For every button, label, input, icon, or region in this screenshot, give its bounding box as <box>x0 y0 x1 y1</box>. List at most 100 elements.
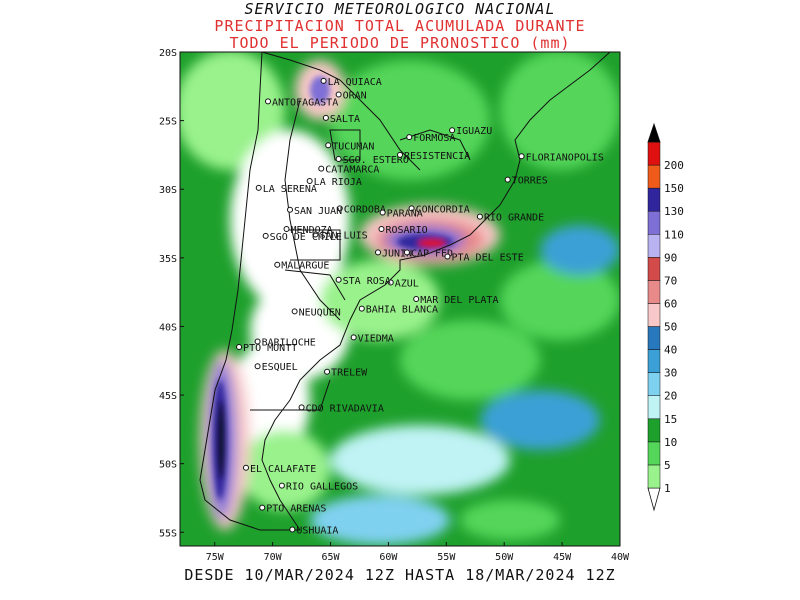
city-label: SAN LUIS <box>319 231 367 242</box>
city-marker <box>289 526 296 533</box>
agency-title: SERVICIO METEOROLOGICO NACIONAL <box>244 0 556 18</box>
city-label: AZUL <box>395 279 419 290</box>
map-title-line1: PRECIPITACION TOTAL ACUMULADA DURANTE <box>214 17 586 35</box>
lat-tick-label: 30S <box>159 185 177 196</box>
city-label: NEUQUEN <box>299 307 341 318</box>
colorbar-swatch <box>647 418 661 443</box>
colorbar-swatch <box>647 257 661 281</box>
colorbar-swatch <box>647 441 661 466</box>
colorbar-high-arrow <box>647 122 661 143</box>
city-marker <box>322 114 329 121</box>
city-label: MENDOZA <box>291 225 333 236</box>
city-markers: ANTOFAGASTA LA QUIACA ORAN SALTA TUCUMAN SGO.… <box>236 77 604 537</box>
city-marker <box>298 404 305 411</box>
city-marker <box>518 153 525 160</box>
city-label: PTA DEL ESTE <box>451 252 523 263</box>
lat-tick-label: 25S <box>159 117 177 128</box>
city-marker <box>283 226 290 233</box>
colorbar-level-label: 1 <box>664 482 671 495</box>
city-label: PARANA <box>387 209 423 220</box>
city-marker <box>262 232 269 239</box>
city-marker <box>254 338 261 345</box>
city-label: ESQUEL <box>262 362 298 373</box>
city-label: MAR DEL PLATA <box>420 295 498 306</box>
city-label: SALTA <box>330 114 360 125</box>
city-label: FLORIANOPOLIS <box>526 152 604 163</box>
colorbar-level-label: 130 <box>664 205 684 218</box>
city-label: SGO DE CHILE <box>270 232 342 243</box>
city-label: RESISTENCIA <box>404 151 470 162</box>
colorbar-level-label: 20 <box>664 390 677 403</box>
city-label: ANTOFAGASTA <box>272 97 338 108</box>
colorbar-level-label: 110 <box>664 228 684 241</box>
city-marker <box>387 279 394 286</box>
city-marker <box>406 134 413 141</box>
lon-tick-label: 70W <box>264 552 283 563</box>
city-marker <box>350 334 357 341</box>
city-marker <box>449 127 456 134</box>
colorbar-level-label: 200 <box>664 159 684 172</box>
colorbar-swatch <box>647 187 661 212</box>
city-marker <box>255 184 262 191</box>
city-label: LA RIOJA <box>314 177 362 188</box>
city-label: CONCORDIA <box>416 204 470 215</box>
lon-tick-label: 60W <box>379 552 398 563</box>
city-label: PTO MONTT <box>243 343 297 354</box>
colorbar-level-label: 90 <box>664 251 677 264</box>
city-marker <box>265 98 271 105</box>
colorbar-level-label: 150 <box>664 182 684 195</box>
city-marker <box>358 305 365 312</box>
city-marker <box>476 213 483 220</box>
lat-tick-label: 40S <box>159 322 177 333</box>
colorbar-level-label: 70 <box>664 274 677 287</box>
city-label: BAHIA BLANCA <box>366 305 438 316</box>
city-marker <box>408 205 415 212</box>
map-title-line2: TODO EL PERIODO DE PRONOSTICO (mm) <box>229 34 571 52</box>
city-marker <box>397 151 403 158</box>
city-label: TORRES <box>512 176 548 187</box>
colorbar-swatch <box>647 234 661 258</box>
city-marker <box>259 504 266 511</box>
city-marker <box>335 156 342 163</box>
city-marker <box>336 205 343 212</box>
city-label: RIO GALLEGOS <box>286 482 358 493</box>
colorbar-swatch <box>647 395 661 420</box>
city-marker <box>287 206 293 213</box>
colorbar-level-label: 10 <box>664 436 677 449</box>
city-marker <box>324 368 331 375</box>
lon-tick-label: 65W <box>321 552 340 563</box>
city-label: SGO. ESTERO <box>343 155 409 166</box>
city-marker <box>335 91 342 98</box>
plot-frame <box>179 51 621 547</box>
city-label: CATAMARCA <box>325 165 379 176</box>
city-label: FORMOSA <box>413 133 455 144</box>
city-label: CAP FED <box>411 248 453 259</box>
city-label: STA ROSA <box>343 276 391 287</box>
longitude-axis: 75W 70W 65W 60W 55W 50W 45W 40W <box>206 542 630 563</box>
colorbar-swatch <box>647 303 661 327</box>
colorbar-level-label: 60 <box>664 297 677 310</box>
city-label: IGUAZU <box>456 126 492 137</box>
city-marker <box>413 296 420 302</box>
colorbar-low-arrow <box>647 487 661 512</box>
lon-tick-label: 75W <box>206 552 225 563</box>
city-marker <box>278 482 285 489</box>
city-label: JUNIN <box>382 248 412 259</box>
boundaries <box>199 52 611 531</box>
city-marker <box>403 249 410 256</box>
colorbar-swatch <box>647 164 661 189</box>
city-marker <box>306 177 313 184</box>
city-marker <box>325 142 332 149</box>
city-label: SAN JUAN <box>294 206 342 217</box>
colorbar-level-label: 15 <box>664 413 677 426</box>
city-marker <box>291 308 298 315</box>
city-label: CORDOBA <box>344 204 386 215</box>
city-label: USHUAIA <box>296 526 338 537</box>
city-label: LA SERENA <box>263 184 317 195</box>
colorbar-swatch <box>647 372 661 396</box>
lat-tick-label: 45S <box>159 391 177 402</box>
city-label: CDO RIVADAVIA <box>306 403 384 414</box>
city-label: VIEDMA <box>358 333 394 344</box>
city-marker <box>254 363 261 370</box>
lat-tick-label: 20S <box>159 48 177 59</box>
